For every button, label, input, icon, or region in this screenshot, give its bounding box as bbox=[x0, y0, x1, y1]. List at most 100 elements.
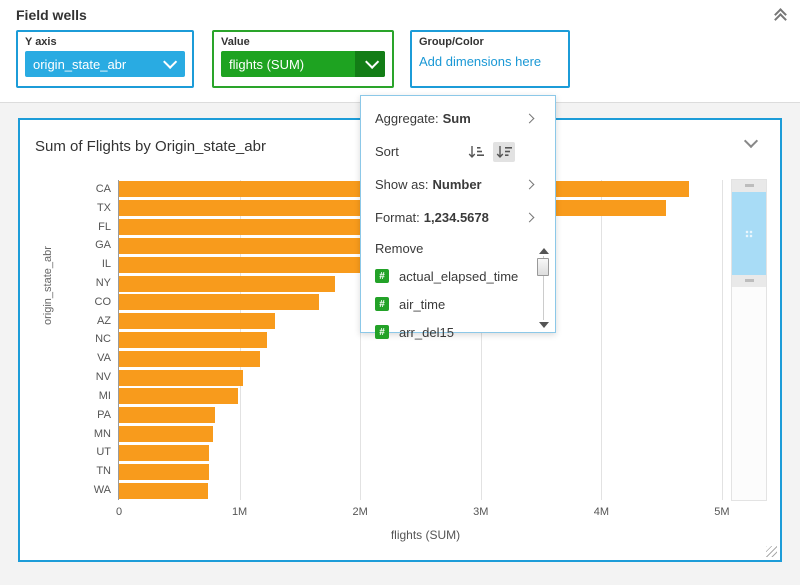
category-label: NY bbox=[95, 277, 111, 290]
bar-MI[interactable] bbox=[119, 388, 239, 405]
category-label: CO bbox=[94, 295, 112, 308]
value-dropdown-button[interactable] bbox=[355, 51, 385, 77]
gridline bbox=[360, 180, 362, 500]
category-label: GA bbox=[95, 239, 111, 252]
bar-UT[interactable] bbox=[119, 444, 210, 461]
bar-TN[interactable] bbox=[119, 463, 210, 480]
add-dimensions-link[interactable]: Add dimensions here bbox=[419, 54, 542, 69]
remove-label: Remove bbox=[375, 240, 424, 256]
field-wells-title: Field wells bbox=[16, 7, 87, 23]
numeric-field-icon: # bbox=[375, 297, 389, 311]
x-axis-title: flights (SUM) bbox=[390, 528, 461, 542]
bar-NY[interactable] bbox=[119, 275, 335, 292]
x-axis-tick-label: 2M bbox=[352, 506, 368, 518]
field-item-label: actual_elapsed_time bbox=[399, 268, 519, 284]
numeric-field-icon: # bbox=[375, 269, 389, 283]
scroll-down-arrow-icon[interactable] bbox=[539, 322, 549, 328]
show-as-label: Show as: bbox=[375, 177, 429, 192]
x-axis-tick-label: 3M bbox=[473, 506, 489, 518]
category-label: AZ bbox=[96, 314, 111, 327]
scroll-handle-top[interactable] bbox=[732, 180, 766, 192]
numeric-field-icon: # bbox=[375, 325, 389, 339]
menu-field-item[interactable]: # arr_del15 bbox=[361, 318, 555, 346]
format-label: Format: bbox=[375, 210, 420, 225]
bar-row: PA bbox=[97, 406, 733, 425]
collapse-panel-button[interactable] bbox=[772, 6, 794, 28]
gridline bbox=[601, 180, 603, 500]
category-label: MI bbox=[98, 389, 111, 402]
sort-ascending-button[interactable] bbox=[465, 142, 487, 162]
value-field-name: flights (SUM) bbox=[229, 56, 305, 72]
bar-row: NV bbox=[96, 368, 733, 387]
bar-WA[interactable] bbox=[119, 482, 209, 499]
menu-item-aggregate[interactable]: Aggregate: Sum bbox=[361, 102, 555, 135]
gridline bbox=[480, 180, 482, 500]
bar-MN[interactable] bbox=[119, 426, 214, 443]
field-item-label: air_time bbox=[399, 296, 446, 312]
bar-NC[interactable] bbox=[119, 331, 268, 348]
bar-AZ[interactable] bbox=[119, 313, 275, 330]
aggregate-label: Aggregate: bbox=[375, 111, 439, 126]
format-value: 1,234.5678 bbox=[423, 210, 489, 225]
group-color-field-well[interactable]: Group/Color Add dimensions here bbox=[410, 30, 570, 88]
x-axis-tick-label: 5M bbox=[714, 506, 730, 518]
bar-VA[interactable] bbox=[119, 350, 261, 367]
show-as-value: Number bbox=[432, 177, 482, 192]
bar-PA[interactable] bbox=[119, 407, 216, 424]
y-axis-well-label: Y axis bbox=[25, 36, 57, 48]
bar-row: TN bbox=[96, 462, 733, 481]
bar-NV[interactable] bbox=[119, 369, 244, 386]
y-axis-field-pill[interactable]: origin_state_abr bbox=[25, 51, 185, 77]
value-field-context-menu: Aggregate: Sum Sort bbox=[360, 95, 556, 340]
category-label: FL bbox=[98, 220, 111, 233]
field-item-label: arr_del15 bbox=[399, 324, 454, 340]
bar-row: NY bbox=[96, 274, 733, 293]
y-axis-title: origin_state_abr bbox=[42, 246, 54, 325]
sort-label: Sort bbox=[375, 144, 399, 159]
group-color-well-label: Group/Color bbox=[419, 36, 484, 48]
scroll-up-arrow-icon[interactable] bbox=[539, 248, 549, 254]
value-field-pill[interactable]: flights (SUM) bbox=[221, 51, 385, 77]
scrollbar-track bbox=[543, 256, 544, 320]
bar-row: CO bbox=[95, 293, 733, 312]
menu-field-item[interactable]: # actual_elapsed_time bbox=[361, 262, 555, 290]
category-label: MN bbox=[93, 427, 111, 440]
resize-handle[interactable] bbox=[766, 546, 777, 557]
drag-dots-icon bbox=[745, 229, 753, 238]
bar-row: AZ bbox=[97, 312, 733, 331]
x-axis-tick-label: 0 bbox=[115, 506, 123, 518]
scroll-thumb[interactable] bbox=[732, 192, 766, 275]
chevron-right-icon bbox=[524, 113, 535, 124]
scroll-handle-bottom[interactable] bbox=[732, 275, 766, 287]
gridline bbox=[721, 180, 723, 500]
menu-item-remove[interactable]: Remove bbox=[361, 234, 555, 262]
menu-scrollbar[interactable] bbox=[537, 248, 550, 328]
visual-menu-chevron-icon[interactable] bbox=[743, 133, 759, 149]
chart-title: Sum of Flights by Origin_state_abr bbox=[35, 138, 266, 155]
menu-field-item[interactable]: # air_time bbox=[361, 290, 555, 318]
scrollbar-thumb[interactable] bbox=[537, 258, 549, 276]
chart-zoom-scrollbar[interactable] bbox=[731, 179, 767, 501]
category-label: TX bbox=[96, 201, 111, 214]
chevron-right-icon bbox=[524, 212, 535, 223]
bar-row: MN bbox=[94, 425, 733, 444]
sort-descending-button[interactable] bbox=[493, 141, 515, 162]
category-label: UT bbox=[96, 446, 111, 459]
category-label: WA bbox=[93, 484, 111, 497]
menu-item-format[interactable]: Format: 1,234.5678 bbox=[361, 201, 555, 234]
y-axis-field-well: Y axis origin_state_abr bbox=[16, 30, 194, 88]
category-label: VA bbox=[97, 352, 111, 365]
category-label: NC bbox=[95, 333, 111, 346]
bar-row: UT bbox=[96, 444, 733, 463]
chevron-down-icon bbox=[163, 54, 178, 69]
y-axis-field-name: origin_state_abr bbox=[33, 56, 127, 72]
x-axis-tick-label: 1M bbox=[231, 506, 248, 518]
sort-ascending-icon bbox=[468, 145, 484, 158]
menu-item-sort: Sort bbox=[361, 135, 555, 168]
aggregate-value: Sum bbox=[442, 111, 471, 126]
x-axis-tick-label: 4M bbox=[593, 506, 609, 518]
menu-item-show-as[interactable]: Show as: Number bbox=[361, 168, 555, 201]
bar-CO[interactable] bbox=[119, 294, 320, 311]
category-label: CA bbox=[95, 182, 111, 195]
category-label: PA bbox=[97, 408, 111, 421]
